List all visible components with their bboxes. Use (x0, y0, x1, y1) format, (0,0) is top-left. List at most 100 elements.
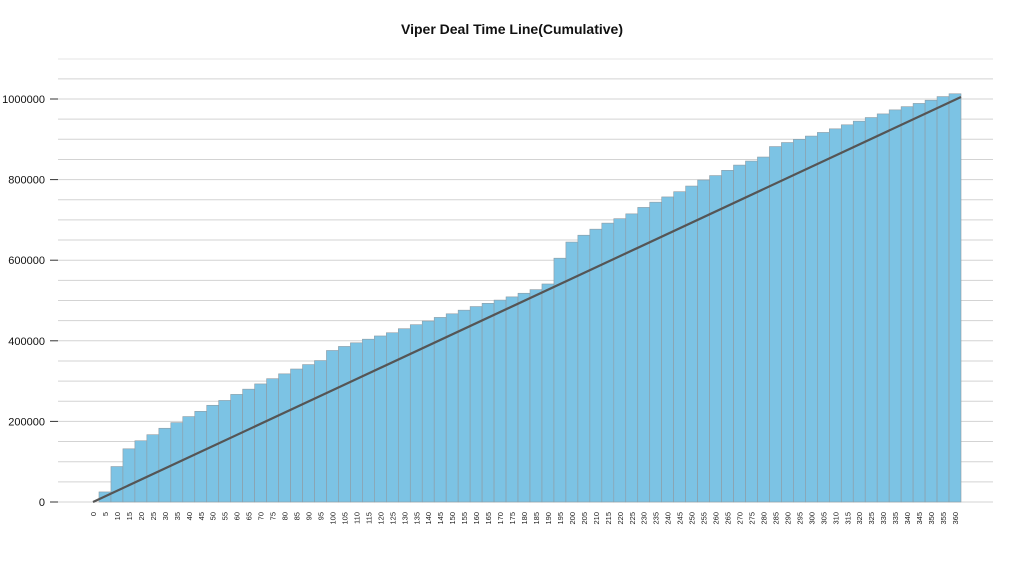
bar-250 (685, 185, 698, 503)
bar-315 (840, 124, 854, 503)
y-tick-labels: 0 200000 400000 600000 800000 1000000 (2, 94, 45, 509)
x-tick-label: 30 (161, 512, 170, 520)
bar-230 (637, 207, 651, 503)
bar-65 (242, 388, 255, 503)
x-tick-label: 90 (305, 512, 314, 520)
bar-215 (601, 222, 615, 503)
y-tick-label: 800000 (8, 175, 45, 187)
bar-115 (362, 338, 375, 503)
x-tick-label: 95 (316, 512, 325, 520)
x-tick-label: 190 (544, 512, 553, 525)
x-tick-label: 55 (221, 512, 230, 520)
bar-300 (805, 135, 818, 503)
bar-330 (876, 113, 890, 503)
x-tick-label: 115 (364, 512, 373, 524)
bar-285 (769, 146, 782, 503)
x-tick-label: 285 (771, 512, 780, 525)
x-tick-label: 155 (460, 512, 469, 525)
bar-265 (721, 170, 734, 503)
x-tick-label: 330 (879, 512, 888, 525)
x-tick-label: 345 (915, 512, 924, 525)
x-tick-label: 215 (604, 512, 613, 525)
y-tick-label: 600000 (8, 255, 45, 267)
x-tick-label: 300 (807, 512, 816, 525)
x-tick-label: 350 (927, 512, 936, 525)
x-tick-label: 130 (400, 512, 409, 525)
bar-220 (613, 218, 627, 503)
x-tick-label: 230 (640, 512, 649, 525)
x-tick-label: 25 (149, 512, 158, 520)
bar-340 (900, 106, 914, 503)
x-tick-label: 140 (424, 512, 433, 525)
x-tick-label: 270 (736, 512, 745, 525)
bar-30 (158, 427, 172, 503)
bar-305 (817, 132, 830, 503)
x-tick-label: 15 (125, 512, 134, 520)
bar-240 (661, 196, 674, 503)
x-tick-label: 245 (676, 512, 685, 525)
x-tick-label: 100 (328, 512, 337, 525)
x-tick-label: 210 (592, 512, 601, 525)
x-tick-label: 340 (903, 512, 912, 525)
x-tick-label: 260 (712, 512, 721, 525)
bar-280 (757, 156, 770, 503)
y-tick-label: 200000 (8, 416, 45, 428)
x-tick-label: 240 (664, 512, 673, 525)
x-tick-label: 160 (472, 512, 481, 525)
bar-255 (697, 179, 710, 503)
bar-145 (433, 317, 447, 503)
x-tick-label: 65 (245, 512, 254, 520)
x-tick-label: 110 (352, 512, 361, 524)
x-tick-label: 80 (281, 512, 290, 520)
bar-335 (888, 109, 902, 503)
bar-225 (625, 213, 639, 503)
bar-270 (733, 164, 746, 503)
x-tick-label: 235 (652, 512, 661, 525)
x-tick-label: 5 (101, 512, 110, 516)
x-tick-label: 60 (233, 512, 242, 520)
x-tick-label: 225 (628, 512, 637, 525)
bar-95 (314, 360, 327, 503)
x-tick-label: 180 (520, 512, 529, 525)
x-tick-label: 120 (376, 512, 385, 525)
bar-group (98, 93, 962, 503)
x-tick-label: 315 (843, 512, 852, 525)
x-tick-label: 75 (269, 512, 278, 520)
bar-75 (266, 378, 279, 503)
bar-275 (745, 160, 758, 503)
bar-310 (829, 128, 842, 503)
x-tick-label: 325 (867, 512, 876, 525)
y-tick-label: 400000 (8, 336, 45, 348)
x-tick-label: 20 (137, 512, 146, 520)
x-tick-label: 280 (759, 512, 768, 525)
x-tick-label: 70 (257, 512, 266, 520)
bar-235 (649, 201, 662, 503)
x-tick-label: 150 (448, 512, 457, 525)
x-tick-label: 200 (568, 512, 577, 525)
bar-190 (541, 283, 555, 503)
x-tick-label: 305 (819, 512, 828, 525)
bar-20 (134, 440, 148, 503)
chart-title: Viper Deal Time Line(Cumulative) (401, 21, 623, 37)
bar-150 (445, 313, 459, 503)
x-tick-label: 295 (795, 512, 804, 525)
bar-90 (302, 364, 315, 503)
x-tick-label: 175 (508, 512, 517, 525)
x-tick-label: 50 (209, 512, 218, 520)
x-tick-label: 0 (89, 512, 98, 516)
bar-165 (481, 303, 495, 503)
x-tick-label: 335 (891, 512, 900, 525)
x-tick-label: 145 (436, 512, 445, 525)
bar-50 (206, 404, 220, 503)
x-tick-label: 360 (951, 512, 960, 525)
x-tick-label: 195 (556, 512, 565, 525)
x-tick-label: 310 (831, 512, 840, 525)
bar-60 (230, 394, 243, 503)
bar-180 (517, 292, 531, 503)
bar-195 (553, 257, 567, 503)
x-tick-label: 320 (855, 512, 864, 525)
bar-360 (948, 93, 962, 503)
y-tick-label: 0 (39, 497, 45, 509)
x-tick-label: 45 (197, 512, 206, 520)
bar-125 (386, 332, 399, 503)
